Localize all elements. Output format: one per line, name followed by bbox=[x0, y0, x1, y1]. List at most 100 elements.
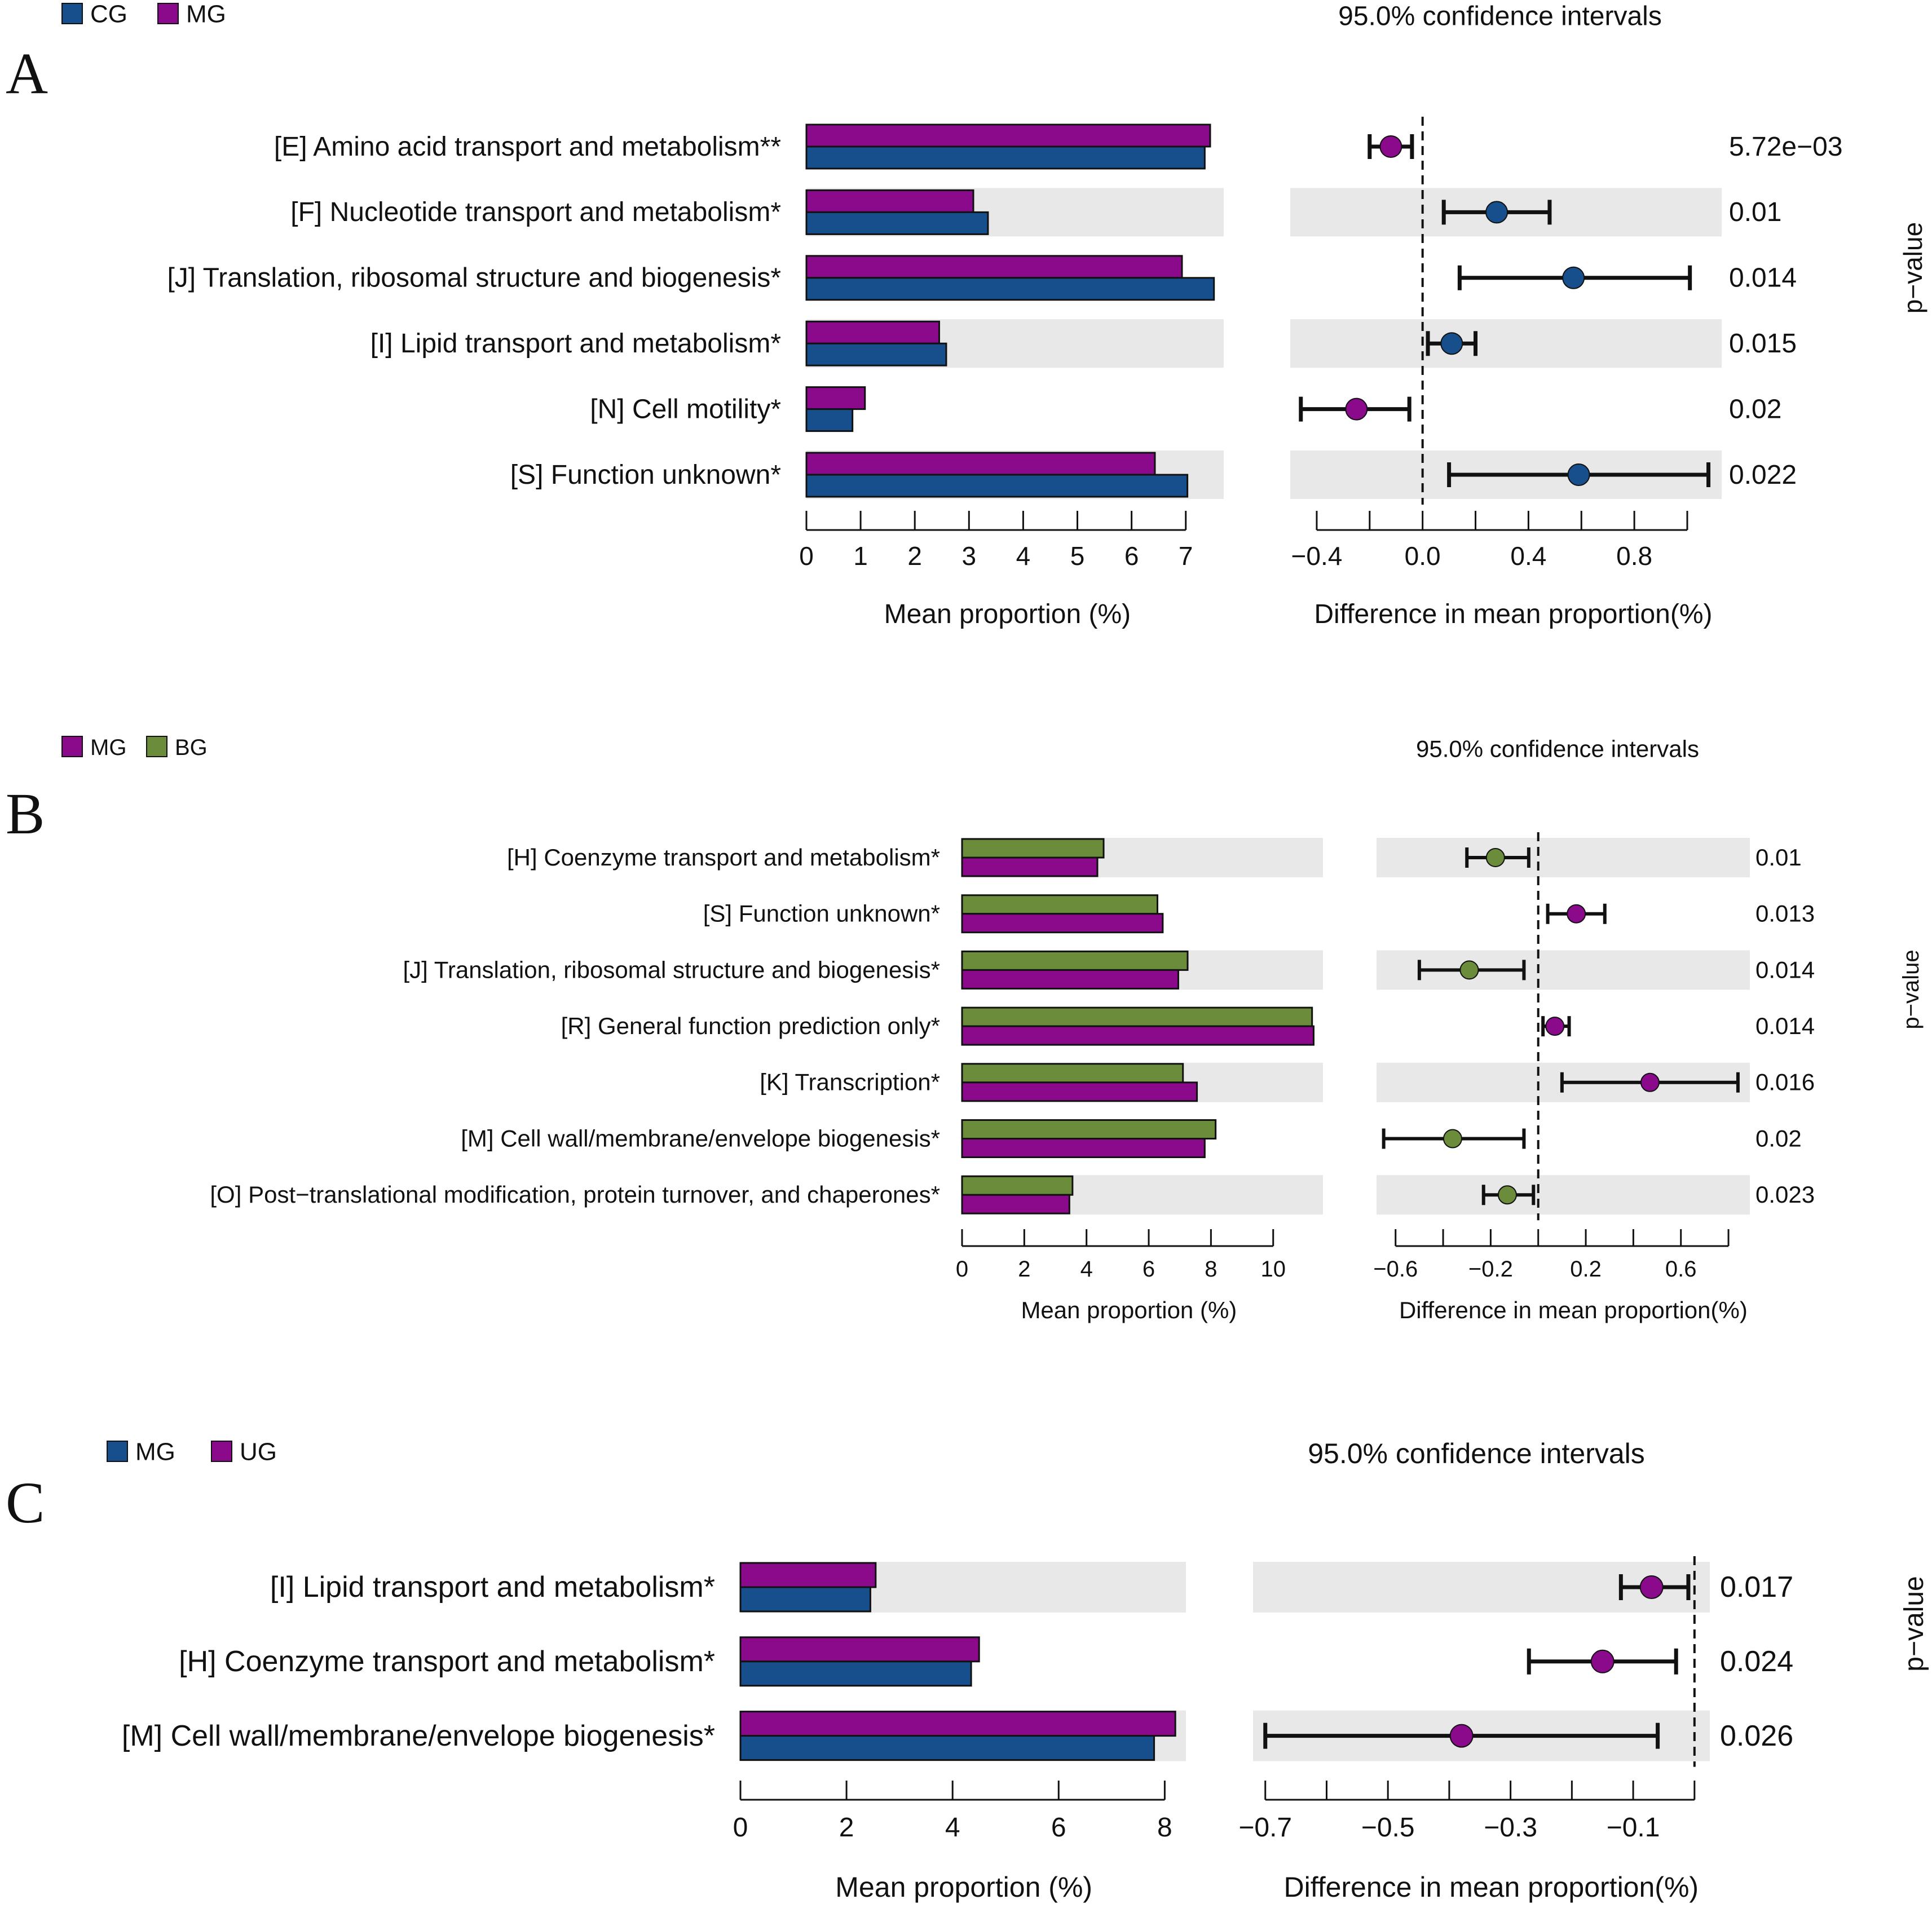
bar-axis-tick-label: 4 bbox=[1016, 541, 1031, 571]
category-row: [J] Translation, ribosomal structure and… bbox=[403, 950, 1815, 990]
bar-cg bbox=[805, 277, 1215, 301]
bar-cg bbox=[805, 342, 947, 366]
ci-point bbox=[1485, 848, 1505, 867]
bar-mg bbox=[961, 1194, 1070, 1214]
diff-axis: −0.4 0.0 0.4 0.8 Difference in mean proporti… bbox=[1291, 511, 1713, 629]
bar-mg bbox=[961, 913, 1164, 934]
pvalue-label: 0.02 bbox=[1755, 1125, 1802, 1151]
ci-point bbox=[1485, 201, 1508, 224]
ci-point bbox=[1443, 1129, 1462, 1149]
legend-label-cg: CG bbox=[90, 1, 127, 28]
row-band-right bbox=[1377, 1175, 1750, 1215]
bar-cg bbox=[805, 145, 1206, 170]
legend-label-mg: MG bbox=[135, 1438, 175, 1466]
category-label: [E] Amino acid transport and metabolism*… bbox=[274, 132, 781, 162]
category-label: [I] Lipid transport and metabolism* bbox=[270, 1571, 715, 1604]
bar-axis-tick-label: 8 bbox=[1157, 1813, 1172, 1843]
ci-point bbox=[1640, 1072, 1660, 1092]
bar-bg bbox=[961, 1063, 1184, 1084]
pvalue-label: 0.024 bbox=[1720, 1645, 1793, 1678]
panel-letter: C bbox=[6, 1470, 45, 1535]
legend-label-mg: MG bbox=[90, 735, 126, 760]
legend-swatch-mg bbox=[107, 1441, 128, 1462]
category-label: [J] Translation, ribosomal structure and… bbox=[403, 956, 941, 983]
legend-swatch-bg bbox=[146, 736, 167, 757]
ci-point bbox=[1567, 904, 1586, 924]
legend: MG BG bbox=[61, 735, 208, 760]
bar-mg bbox=[805, 255, 1183, 279]
pvalue-label: 0.026 bbox=[1720, 1720, 1793, 1752]
row-band-right bbox=[1290, 319, 1722, 368]
diff-axis-title: Difference in mean proportion(%) bbox=[1284, 1871, 1699, 1903]
bar-mg bbox=[961, 1025, 1315, 1046]
ci-title: 95.0% confidence intervals bbox=[1308, 1438, 1645, 1469]
category-label: [R] General function prediction only* bbox=[561, 1013, 940, 1039]
bar-axis-tick-label: 7 bbox=[1179, 541, 1193, 571]
ci-point bbox=[1345, 398, 1368, 421]
category-label: [O] Post−translational modification, pro… bbox=[210, 1181, 940, 1208]
panel-letter: B bbox=[6, 781, 45, 846]
bar-mg bbox=[739, 1735, 1155, 1761]
bar-mg bbox=[739, 1586, 871, 1613]
ci-point bbox=[1545, 1017, 1565, 1036]
bar-mg bbox=[805, 189, 974, 213]
diff-axis-tick-label: 0.2 bbox=[1570, 1257, 1602, 1282]
legend-label-bg: BG bbox=[175, 735, 208, 760]
legend: MG UG bbox=[107, 1438, 277, 1466]
bar-axis-tick-label: 1 bbox=[853, 541, 868, 571]
bar-ug bbox=[739, 1636, 980, 1663]
bar-axis-tick-label: 6 bbox=[1051, 1813, 1066, 1843]
bar-axis: 0 2 4 6 8 10 Mean proportion (%) bbox=[956, 1229, 1286, 1323]
legend-label-mg: MG bbox=[186, 1, 226, 28]
bar-bg bbox=[961, 1119, 1217, 1140]
bar-axis-tick-label: 3 bbox=[962, 541, 977, 571]
category-row: [S] Function unknown* 0.022 bbox=[510, 450, 1797, 499]
diff-axis-tick-label: 0.6 bbox=[1665, 1257, 1697, 1282]
bar-bg bbox=[961, 838, 1105, 859]
diff-axis-tick-label: −0.5 bbox=[1361, 1813, 1415, 1843]
category-row: [R] General function prediction only* 0.0… bbox=[561, 1006, 1815, 1046]
bar-bg bbox=[961, 1006, 1313, 1027]
pvalue-label: 0.013 bbox=[1755, 900, 1815, 927]
legend-label-ug: UG bbox=[240, 1438, 277, 1466]
pvalue-label: 0.016 bbox=[1755, 1069, 1815, 1096]
ci-point bbox=[1590, 1649, 1615, 1673]
category-row: [H] Coenzyme transport and metabolism* 0.… bbox=[507, 838, 1802, 877]
bar-axis-title: Mean proportion (%) bbox=[884, 599, 1131, 629]
diff-axis-tick-label: −0.7 bbox=[1238, 1813, 1292, 1843]
bar-bg bbox=[961, 950, 1189, 971]
category-label: [F] Nucleotide transport and metabolism* bbox=[290, 197, 781, 227]
pvalue-label: 0.023 bbox=[1755, 1181, 1815, 1208]
bar-mg bbox=[805, 123, 1211, 148]
category-label: [M] Cell wall/membrane/envelope biogenes… bbox=[122, 1720, 715, 1752]
pvalue-label: 0.02 bbox=[1729, 394, 1781, 424]
pvalue-label: 5.72e−03 bbox=[1729, 132, 1843, 162]
ci-point bbox=[1449, 1724, 1474, 1748]
legend-swatch-ug bbox=[211, 1441, 232, 1462]
pvalue-label: 0.014 bbox=[1755, 956, 1815, 983]
bar-axis-tick-label: 8 bbox=[1205, 1257, 1217, 1282]
ci-title: 95.0% confidence intervals bbox=[1338, 1, 1662, 31]
diff-axis-tick-label: 0.8 bbox=[1616, 541, 1652, 571]
bar-mg bbox=[805, 452, 1156, 476]
category-label: [K] Transcription* bbox=[760, 1069, 940, 1096]
bar-ug bbox=[739, 1711, 1176, 1737]
diff-axis-tick-label: −0.2 bbox=[1468, 1257, 1513, 1282]
pvalue-label: 0.014 bbox=[1755, 1013, 1815, 1039]
category-row: [N] Cell motility* 0.02 bbox=[590, 386, 1781, 432]
diff-axis-title: Difference in mean proportion(%) bbox=[1314, 599, 1712, 629]
category-row: [I] Lipid transport and metabolism* 0.015 bbox=[370, 319, 1797, 368]
bar-axis-tick-label: 4 bbox=[945, 1813, 960, 1843]
pvalue-axis-label: p−value bbox=[1899, 949, 1924, 1029]
bar-mg bbox=[961, 1081, 1198, 1102]
category-label: [I] Lipid transport and metabolism* bbox=[370, 329, 781, 359]
pvalue-label: 0.022 bbox=[1729, 460, 1797, 490]
bar-cg bbox=[805, 408, 854, 432]
ci-point bbox=[1459, 960, 1479, 980]
bar-axis: 0 2 4 6 8 Mean proportion (%) bbox=[733, 1781, 1172, 1903]
ci-title: 95.0% confidence intervals bbox=[1416, 736, 1699, 762]
diff-axis: −0.6 −0.2 0.2 0.6 Difference in mean proport… bbox=[1373, 1229, 1748, 1323]
panel-letter: A bbox=[6, 41, 48, 106]
bar-axis-tick-label: 2 bbox=[839, 1813, 854, 1843]
bar-mg bbox=[805, 386, 866, 410]
